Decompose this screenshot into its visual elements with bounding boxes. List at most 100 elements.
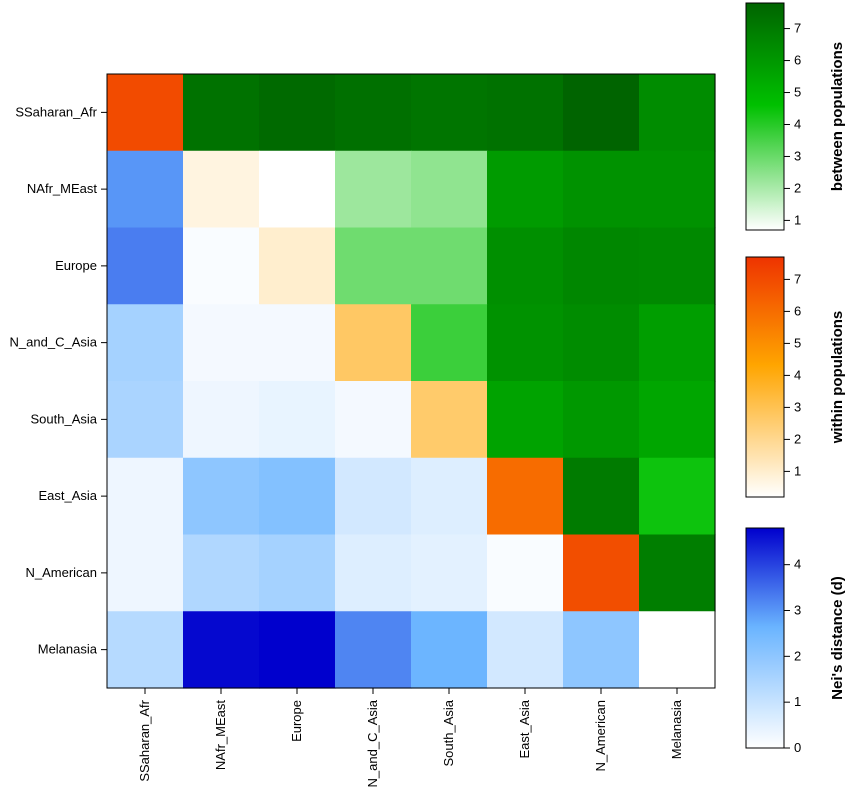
heatmap-cell (487, 381, 564, 459)
heatmap-cell (107, 227, 184, 305)
heatmap-cell (335, 304, 412, 382)
heatmap-cell (259, 304, 336, 382)
heatmap-cells (107, 74, 716, 689)
heatmap-cell (335, 611, 412, 689)
heatmap-cell (487, 611, 564, 689)
colorbar-tick-label: 5 (794, 335, 801, 350)
colorbar-tick-label: 1 (794, 463, 801, 478)
heatmap-cell (259, 611, 336, 689)
heatmap-cell (335, 381, 412, 459)
heatmap-cell (259, 227, 336, 305)
column-label: Europe (289, 700, 304, 742)
colorbar-tick-label: 2 (794, 180, 801, 195)
heatmap-cell (259, 74, 336, 152)
heatmap-cell (563, 381, 640, 459)
colorbar-tick-label: 6 (794, 53, 801, 68)
heatmap-cell (183, 611, 260, 689)
colorbar-title: between populations (829, 42, 846, 191)
colorbar-title: within populations (829, 311, 846, 444)
heatmap-cell (563, 304, 640, 382)
heatmap-cell (335, 227, 412, 305)
heatmap-cell (563, 534, 640, 612)
column-label: South_Asia (441, 699, 456, 766)
heatmap-cell (487, 150, 564, 229)
row-label: N_American (25, 565, 97, 580)
heatmap-cell (411, 534, 488, 612)
heatmap-cell (335, 74, 412, 152)
heatmap-cell (411, 74, 488, 152)
heatmap-cell (107, 150, 184, 229)
heatmap-cell (335, 534, 412, 612)
heatmap-cell (107, 611, 184, 689)
heatmap-cell (563, 74, 640, 152)
heatmap-cell (411, 381, 488, 459)
heatmap-cell (639, 611, 716, 689)
row-label: Melanasia (38, 642, 98, 657)
heatmap-cell (563, 227, 640, 305)
heatmap-cell (563, 150, 640, 229)
heatmap-cell (183, 381, 260, 459)
colorbar-tick-label: 4 (794, 367, 801, 382)
heatmap-cell (259, 534, 336, 612)
colorbar-gradient (745, 256, 785, 498)
column-label: N_and_C_Asia (365, 699, 380, 787)
column-label: SSaharan_Afr (137, 699, 152, 781)
column-labels: SSaharan_Afr NAfr_MEast Europe N_and_C_Asia… (137, 688, 684, 787)
heatmap-cell (183, 304, 260, 382)
heatmap-cell (563, 611, 640, 689)
colorbar-tick-label: 7 (794, 271, 801, 286)
colorbar-tick-label: 3 (794, 603, 801, 618)
colorbar-tick-label: 3 (794, 399, 801, 414)
heatmap-cell (107, 74, 184, 152)
colorbar-tick-label: 4 (794, 116, 801, 131)
row-label: N_and_C_Asia (10, 335, 98, 350)
heatmap-cell (107, 534, 184, 612)
colorbar-nei: 0 1 2 3 4 Nei's distance (d) (745, 527, 846, 755)
heatmap-cell (183, 74, 260, 152)
heatmap-cell (639, 74, 716, 152)
colorbar-tick-label: 6 (794, 303, 801, 318)
heatmap-cell (259, 457, 336, 536)
heatmap-cell (335, 150, 412, 229)
colorbar-gradient (745, 527, 785, 749)
heatmap-cell (411, 227, 488, 305)
colorbar-tick-label: 1 (794, 694, 801, 709)
heatmap-cell (487, 534, 564, 612)
row-label: NAfr_MEast (27, 181, 97, 196)
row-label: SSaharan_Afr (15, 104, 97, 119)
heatmap-cell (107, 304, 184, 382)
heatmap-cell (639, 457, 716, 536)
heatmap-cell (639, 150, 716, 229)
colorbar-between: 1 2 3 4 5 6 7 between populations (745, 2, 846, 231)
colorbar-tick-label: 2 (794, 648, 801, 663)
heatmap-cell (411, 304, 488, 382)
heatmap-cell (411, 150, 488, 229)
heatmap-cell (183, 227, 260, 305)
heatmap-cell (183, 150, 260, 229)
column-label: East_Asia (517, 699, 532, 758)
heatmap-cell (639, 534, 716, 612)
colorbar-tick-label: 0 (794, 740, 801, 755)
colorbar-tick-label: 7 (794, 21, 801, 36)
heatmap-cell (107, 381, 184, 459)
heatmap-cell (487, 457, 564, 536)
colorbar-tick-label: 3 (794, 148, 801, 163)
colorbars: 1 2 3 4 5 6 7 between populations 1 2 3 4 5 6 7 within … (745, 2, 846, 755)
heatmap-cell (259, 381, 336, 459)
row-label: Europe (55, 258, 97, 273)
column-label: NAfr_MEast (213, 700, 228, 770)
heatmap-cell (411, 611, 488, 689)
heatmap-cell (639, 381, 716, 459)
heatmap-cell (487, 74, 564, 152)
row-labels: SSaharan_Afr NAfr_MEast Europe N_and_C_Asia… (10, 104, 107, 657)
colorbar-title: Nei's distance (d) (829, 576, 846, 700)
colorbar-tick-label: 5 (794, 85, 801, 100)
heatmap-cell (487, 227, 564, 305)
heatmap-cell (183, 457, 260, 536)
plot-frame (106, 73, 716, 689)
row-label: South_Asia (31, 411, 98, 426)
heatmap-cell (183, 534, 260, 612)
row-label: East_Asia (38, 488, 97, 503)
colorbar-tick-label: 1 (794, 212, 801, 227)
heatmap-cell (639, 227, 716, 305)
